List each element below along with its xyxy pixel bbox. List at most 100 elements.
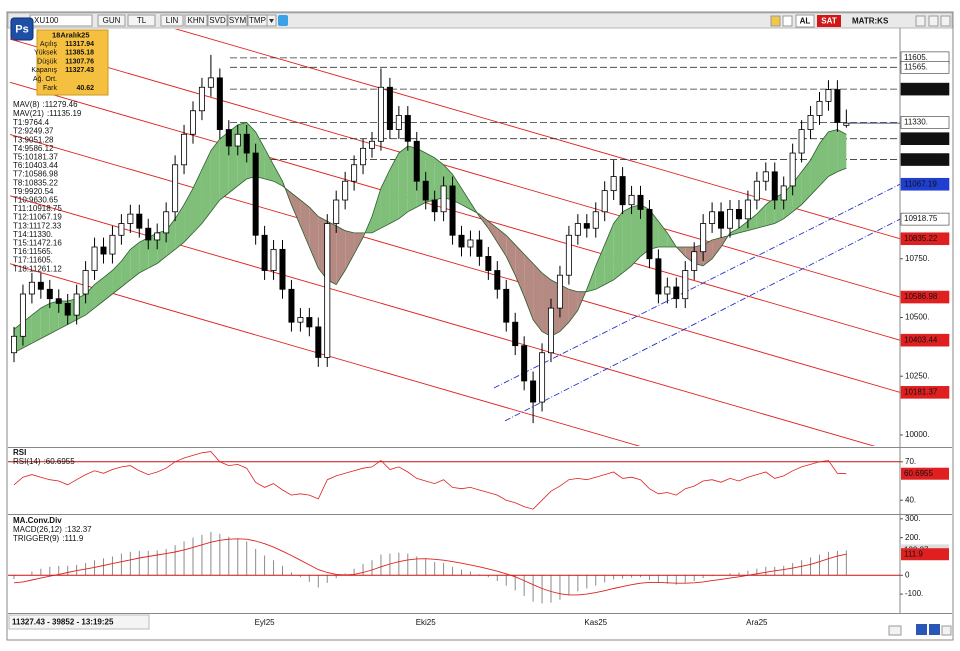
candle-body: [10, 335, 17, 354]
candle-body: [610, 176, 617, 192]
tool-icon[interactable]: [770, 15, 781, 27]
candle-body: [118, 223, 125, 236]
level-box: [900, 386, 950, 399]
y-tick-label: 200.: [905, 533, 921, 542]
candle-body: [539, 352, 546, 403]
app-badge-text: Ps: [15, 23, 28, 35]
candle-body: [753, 180, 760, 201]
candle-body: [476, 239, 483, 257]
candle-body: [592, 211, 599, 229]
candle-body: [306, 317, 313, 328]
candle-body: [163, 211, 170, 234]
ribbon-segment: [461, 188, 471, 210]
ribbon-segment: [354, 232, 364, 255]
candle-body: [154, 232, 161, 241]
toolbar-button-label: KHN: [188, 16, 205, 25]
level-box: [900, 132, 950, 145]
candle-body: [189, 110, 196, 135]
candle-body: [565, 234, 572, 276]
nav-button[interactable]: [941, 625, 952, 636]
level-box: [900, 212, 950, 226]
ribbon-segment: [193, 169, 202, 233]
candle-body: [46, 288, 53, 300]
tool-icon[interactable]: [782, 15, 793, 27]
toolbar-button-label: SVD: [209, 16, 226, 25]
y-tick-label: 0: [905, 570, 910, 579]
ribbon-segment: [148, 232, 158, 269]
x-tick-label: Eyl25: [255, 618, 276, 627]
toolbar-button[interactable]: [207, 14, 228, 27]
last-value-box: [901, 548, 949, 561]
candle-body: [619, 176, 626, 206]
legend-value: :111.9: [62, 534, 84, 543]
candle-body: [807, 115, 814, 130]
candle-body: [145, 227, 152, 241]
ma-line: [13, 167, 847, 354]
level-annotation: T15:11472.16: [13, 239, 62, 248]
candle-body: [261, 234, 268, 271]
y-tick-label: 10000.: [905, 430, 929, 439]
toolbar-button[interactable]: [184, 14, 208, 27]
nav-button[interactable]: [929, 624, 940, 635]
candle-body: [181, 133, 188, 166]
ribbon-segment: [49, 301, 59, 334]
candle-body: [735, 209, 742, 220]
candle-body: [583, 223, 590, 229]
level-box: [900, 153, 950, 166]
window-button[interactable]: [928, 15, 939, 27]
legend-value: :11279.46: [43, 100, 79, 109]
candle-body: [288, 288, 295, 323]
nav-button[interactable]: [888, 625, 902, 636]
toolbar-button[interactable]: [97, 14, 126, 27]
nav-button[interactable]: [916, 624, 927, 635]
candle-body: [73, 293, 80, 316]
candle-body: [351, 164, 358, 182]
info-value: 40.62: [76, 85, 94, 92]
candle-body: [494, 270, 501, 290]
candle-body: [530, 380, 537, 403]
ribbon-segment: [309, 207, 319, 269]
y-tick-label: 10250.: [905, 371, 929, 380]
level-annotation: T16:11565.: [13, 247, 53, 256]
y-tick-label: 40.: [905, 495, 916, 504]
buy-button[interactable]: [795, 14, 815, 28]
candle-body: [503, 288, 510, 323]
info-box-bg: [36, 29, 109, 96]
level-label: 10403.44: [904, 335, 938, 344]
sell-button[interactable]: [817, 15, 841, 27]
channel-line: [9, 263, 641, 446]
ribbon-segment: [237, 122, 247, 186]
candle-body: [727, 209, 734, 229]
toolbar-button[interactable]: [160, 14, 184, 27]
macd-panel: [8, 532, 900, 604]
ribbon-segment: [819, 131, 829, 186]
info-label: Yüksek: [34, 50, 57, 57]
candle-body: [297, 317, 304, 323]
twitter-icon[interactable]: [278, 15, 288, 26]
ribbon-segment: [568, 289, 578, 323]
legend-name: MAV(21): [13, 109, 44, 118]
toolbar-button[interactable]: [127, 14, 156, 27]
level-label: 11330.: [904, 118, 928, 127]
info-value: 11327.43: [65, 67, 94, 74]
candle-body: [458, 234, 465, 248]
channel-line: [174, 29, 900, 240]
level-box: [900, 60, 950, 74]
y-tick-label: 70.: [905, 457, 916, 466]
level-box: [900, 82, 950, 96]
info-date: 18Aralık25: [52, 30, 90, 39]
level-label: 10586.98: [904, 292, 938, 301]
candle-body: [413, 140, 420, 182]
app-badge[interactable]: [10, 17, 34, 41]
candle-body: [762, 171, 769, 182]
ribbon-segment: [273, 164, 283, 186]
level-label: 10835.22: [904, 234, 938, 243]
ma-line: [13, 122, 847, 337]
last-value-label: 60.6955: [904, 469, 933, 478]
ribbon-segment: [515, 244, 525, 297]
window-button[interactable]: [915, 15, 926, 27]
ribbon-segment: [658, 221, 668, 248]
toolbar-button[interactable]: [227, 14, 248, 27]
status-box: [8, 614, 150, 630]
window-button[interactable]: [940, 15, 951, 27]
